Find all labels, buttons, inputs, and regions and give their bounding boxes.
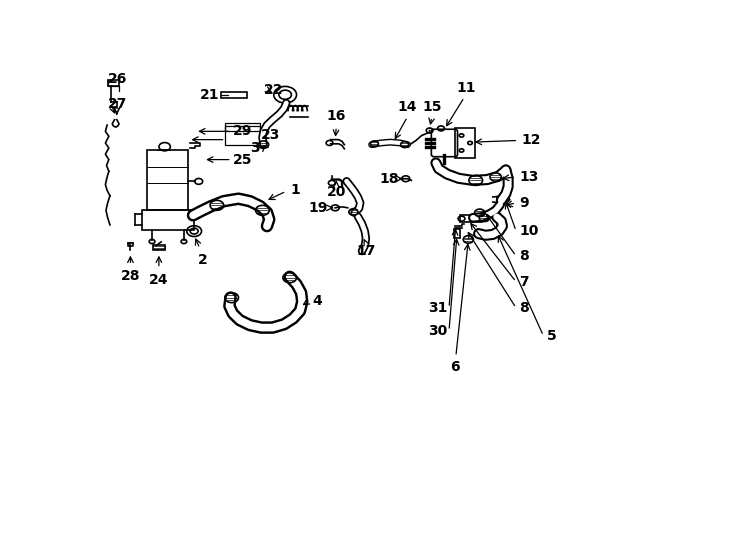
Text: 1: 1 — [291, 184, 301, 198]
Bar — [108, 80, 119, 86]
Bar — [148, 150, 189, 210]
Text: 8: 8 — [520, 301, 529, 315]
Text: 30: 30 — [429, 324, 448, 338]
Text: 12: 12 — [522, 133, 541, 147]
Text: 5: 5 — [547, 329, 556, 343]
Text: 23: 23 — [261, 129, 280, 143]
Text: 17: 17 — [356, 245, 376, 259]
Bar — [222, 92, 247, 98]
Bar — [225, 123, 260, 131]
Text: 26: 26 — [108, 72, 127, 86]
Text: 31: 31 — [429, 301, 448, 315]
Bar — [153, 245, 164, 250]
Text: 11: 11 — [457, 81, 476, 94]
Text: 18: 18 — [379, 172, 399, 186]
Text: 15: 15 — [422, 100, 442, 114]
Bar — [225, 126, 260, 145]
Text: 21: 21 — [200, 87, 219, 102]
Text: 27: 27 — [108, 97, 127, 111]
Text: 6: 6 — [450, 360, 459, 374]
Bar — [454, 129, 475, 158]
Text: 14: 14 — [398, 100, 417, 114]
Text: 7: 7 — [520, 275, 529, 289]
Text: 28: 28 — [120, 269, 140, 284]
Bar — [454, 230, 460, 238]
Text: 4: 4 — [312, 294, 321, 308]
Text: 24: 24 — [149, 273, 169, 287]
Text: 3: 3 — [250, 141, 260, 155]
Text: 20: 20 — [327, 185, 346, 199]
Bar — [142, 210, 194, 230]
Text: 22: 22 — [264, 83, 283, 97]
Text: 29: 29 — [233, 124, 252, 138]
Text: 2: 2 — [198, 253, 208, 267]
Text: 13: 13 — [520, 170, 539, 184]
Text: 9: 9 — [520, 196, 529, 210]
Text: 10: 10 — [520, 224, 539, 238]
Text: 8: 8 — [520, 249, 529, 263]
Text: 16: 16 — [327, 109, 346, 123]
Text: 25: 25 — [233, 153, 252, 167]
Text: 19: 19 — [308, 201, 328, 215]
Bar — [460, 215, 482, 222]
